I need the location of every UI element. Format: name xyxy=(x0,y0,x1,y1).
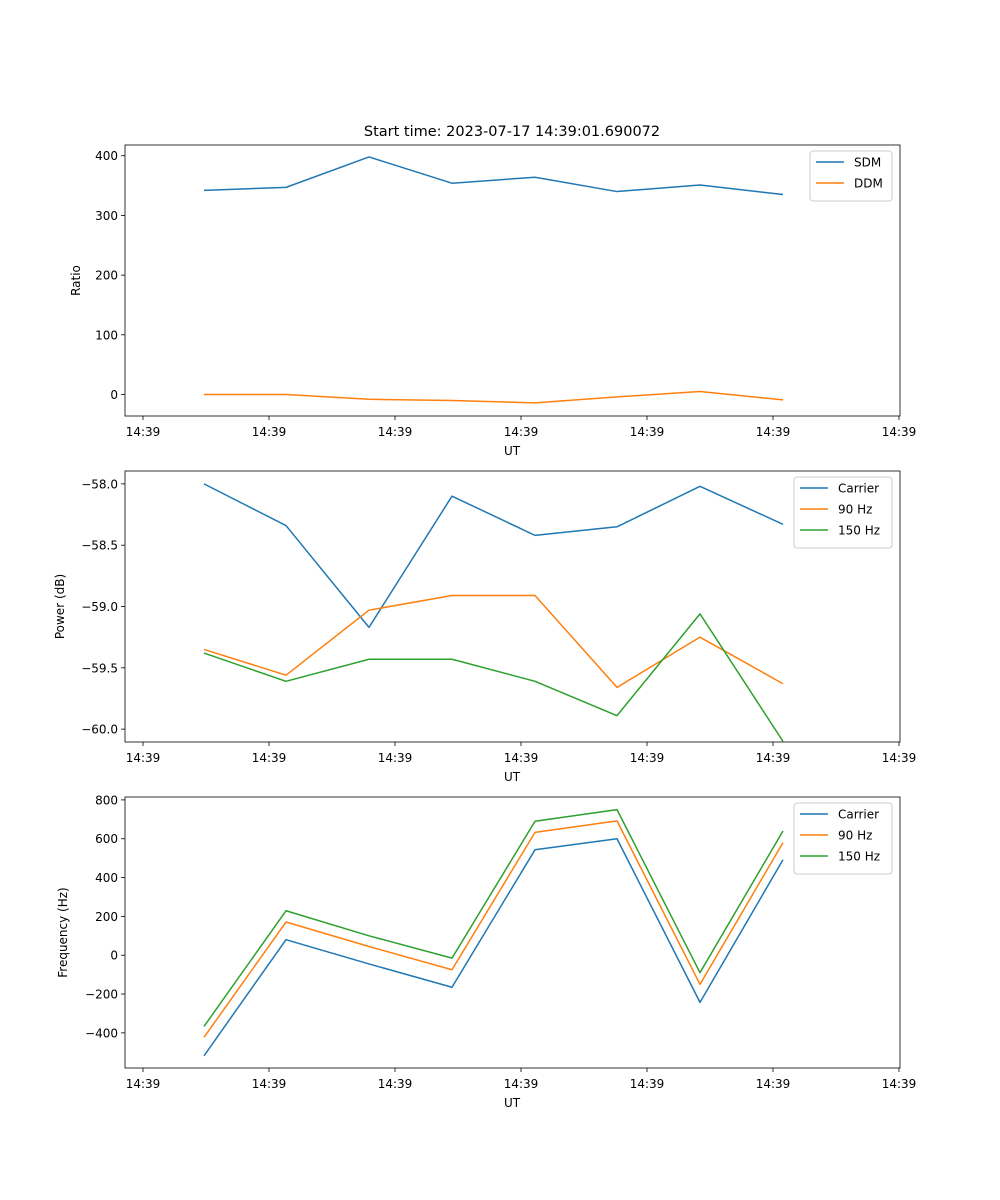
axes-frame xyxy=(124,796,901,1069)
series-line-90-hz xyxy=(203,594,784,689)
y-axis-label: Frequency (Hz) xyxy=(56,887,70,978)
power-panel: 14:39 14:39 14:39 14:39 14:39 14:39 14:39 UT −60… xyxy=(53,470,917,784)
y-tick-label: −60.0 xyxy=(81,723,118,737)
legend-label-carrier: Carrier xyxy=(838,808,879,822)
x-tick-label: 14:39 xyxy=(630,425,665,439)
x-tick-label: 14:39 xyxy=(378,751,413,765)
x-axis-label: UT xyxy=(504,770,521,784)
x-tick-label: 14:39 xyxy=(126,425,161,439)
legend: Carrier 90 Hz 150 Hz xyxy=(793,802,893,875)
y-axis-label: Power (dB) xyxy=(53,574,67,639)
series-line-150-hz xyxy=(203,808,784,1027)
axes-frame xyxy=(124,470,901,743)
x-tick-label: 14:39 xyxy=(126,1077,161,1091)
y-tick-label: 400 xyxy=(95,871,118,885)
legend-label-carrier: Carrier xyxy=(838,482,879,496)
x-axis-label: UT xyxy=(504,1096,521,1110)
legend-label-150-hz: 150 Hz xyxy=(838,524,880,538)
x-tick-label: 14:39 xyxy=(504,425,539,439)
y-tick-label: −59.5 xyxy=(81,661,118,675)
x-tick-label: 14:39 xyxy=(252,1077,287,1091)
series-line-sdm xyxy=(203,156,784,196)
x-tick-label: 14:39 xyxy=(630,751,665,765)
y-tick-label: −200 xyxy=(85,988,118,1002)
y-tick-label: −58.0 xyxy=(81,477,118,491)
x-tick-label: 14:39 xyxy=(252,751,287,765)
series-line-90-hz xyxy=(203,820,784,1038)
legend: SDM DDM xyxy=(809,150,893,202)
series-line-carrier xyxy=(203,483,784,629)
x-tick-label: 14:39 xyxy=(756,425,791,439)
ratio-panel: 14:39 14:39 14:39 14:39 14:39 14:39 14:39 UT 0 10… xyxy=(69,144,917,458)
legend-label-ddm: DDM xyxy=(854,177,883,191)
x-tick-label: 14:39 xyxy=(756,751,791,765)
series-line-150-hz xyxy=(203,613,784,742)
y-tick-label: 0 xyxy=(110,949,118,963)
x-tick-label: 14:39 xyxy=(252,425,287,439)
x-tick-label: 14:39 xyxy=(882,751,917,765)
legend: Carrier 90 Hz 150 Hz xyxy=(793,476,893,549)
y-tick-label: 200 xyxy=(95,910,118,924)
legend-label-sdm: SDM xyxy=(854,156,881,170)
legend-label-150-hz: 150 Hz xyxy=(838,850,880,864)
x-tick-label: 14:39 xyxy=(504,751,539,765)
y-tick-label: −400 xyxy=(85,1026,118,1040)
y-tick-label: 100 xyxy=(95,328,118,342)
x-tick-label: 14:39 xyxy=(756,1077,791,1091)
y-tick-label: 800 xyxy=(95,793,118,807)
y-tick-label: −59.0 xyxy=(81,600,118,614)
y-axis-label: Ratio xyxy=(69,265,83,296)
y-tick-label: 0 xyxy=(110,388,118,402)
y-tick-label: 300 xyxy=(95,209,118,223)
y-tick-label: 200 xyxy=(95,269,118,283)
x-tick-label: 14:39 xyxy=(126,751,161,765)
series-line-ddm xyxy=(204,390,784,404)
frequency-panel: 14:39 14:39 14:39 14:39 14:39 14:39 14:39 UT −40… xyxy=(56,793,916,1110)
x-tick-label: 14:39 xyxy=(882,1077,917,1091)
y-tick-label: 400 xyxy=(95,149,118,163)
legend-label-90-hz: 90 Hz xyxy=(838,829,872,843)
x-tick-label: 14:39 xyxy=(378,1077,413,1091)
series-line-carrier xyxy=(203,837,784,1057)
x-tick-label: 14:39 xyxy=(504,1077,539,1091)
y-tick-label: −58.5 xyxy=(81,539,118,553)
x-tick-label: 14:39 xyxy=(378,425,413,439)
legend-label-90-hz: 90 Hz xyxy=(838,503,872,517)
y-tick-label: 600 xyxy=(95,832,118,846)
legend-box xyxy=(809,150,893,202)
x-tick-label: 14:39 xyxy=(630,1077,665,1091)
x-axis-label: UT xyxy=(504,444,521,458)
figure-title: Start time: 2023-07-17 14:39:01.690072 xyxy=(364,124,660,140)
x-tick-label: 14:39 xyxy=(882,425,917,439)
axes-frame xyxy=(124,144,901,417)
